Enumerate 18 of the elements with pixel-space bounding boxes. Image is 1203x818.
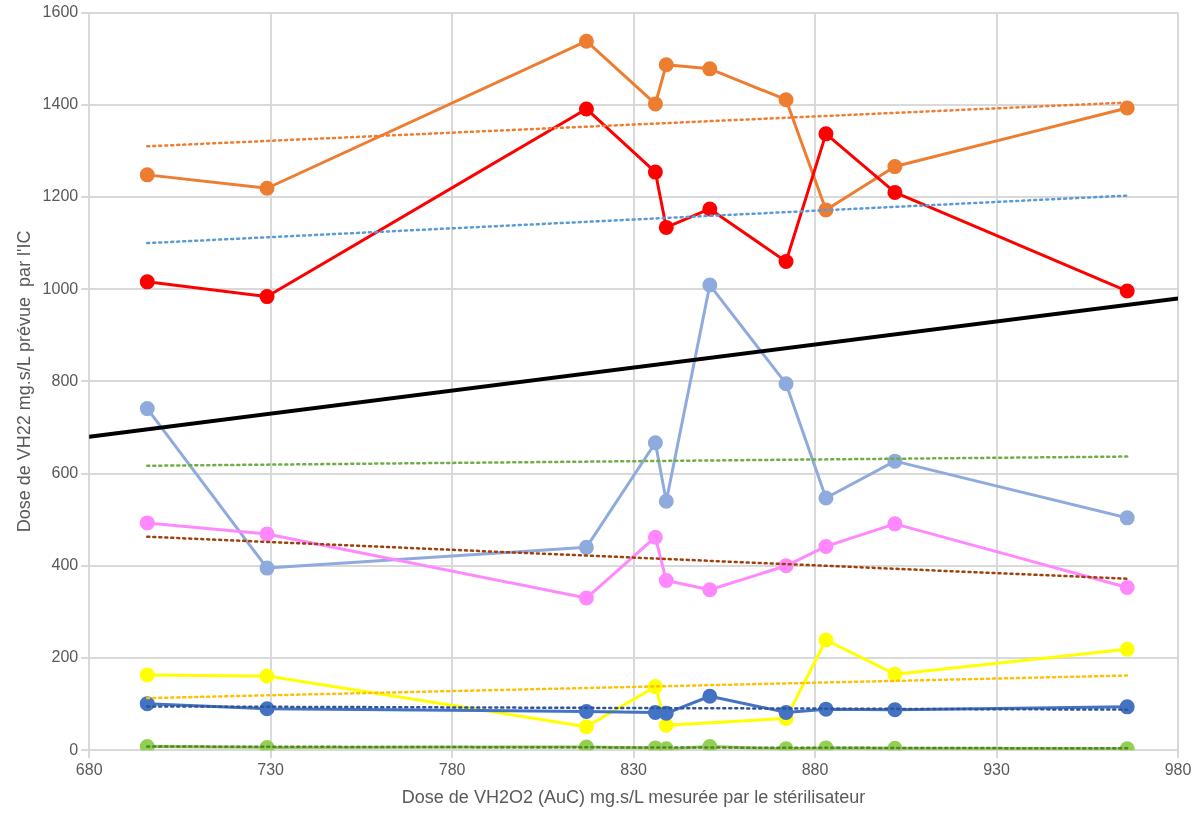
- y-tick-label: 1400: [42, 95, 79, 113]
- y-axis-title: Dose de VH22 mg.s/L prévue par l'IC: [13, 230, 34, 533]
- x-tick-label: 980: [1164, 761, 1192, 779]
- x-tick-label: 780: [438, 761, 466, 779]
- x-tick-label: 680: [75, 761, 103, 779]
- y-tick-label: 400: [51, 556, 79, 574]
- y-tick-label: 1600: [42, 3, 79, 21]
- y-tick-label: 1000: [42, 279, 79, 297]
- x-tick-label: 930: [983, 761, 1010, 779]
- y-tick-label: 800: [51, 371, 79, 389]
- y-tick-label: 1200: [42, 187, 79, 205]
- x-axis-title: Dose de VH2O2 (AuC) mg.s/L mesurée par le stérilisateur: [401, 787, 866, 808]
- y-tick-label: 0: [69, 740, 79, 758]
- x-tick-label: 830: [620, 761, 648, 779]
- y-tick-label: 200: [51, 648, 79, 666]
- x-tick-label: 880: [801, 761, 829, 779]
- x-tick-label: 730: [257, 761, 285, 779]
- y-tick-label: 600: [51, 464, 79, 482]
